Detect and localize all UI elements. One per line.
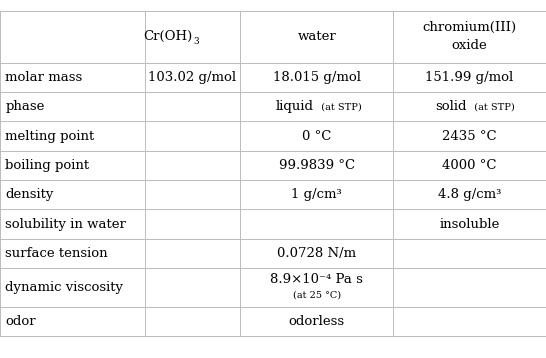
Text: melting point: melting point (5, 130, 94, 142)
Text: 99.9839 °C: 99.9839 °C (278, 159, 355, 172)
Text: 18.015 g/mol: 18.015 g/mol (272, 71, 361, 84)
Text: 4000 °C: 4000 °C (442, 159, 497, 172)
Text: (at STP): (at STP) (315, 102, 362, 111)
Text: surface tension: surface tension (5, 247, 108, 260)
Text: molar mass: molar mass (5, 71, 82, 84)
Text: odorless: odorless (289, 315, 345, 328)
Text: solid: solid (435, 100, 467, 113)
Text: insoluble: insoluble (440, 218, 500, 231)
Text: solubility in water: solubility in water (5, 218, 126, 231)
Text: odor: odor (5, 315, 36, 328)
Text: 1 g/cm³: 1 g/cm³ (292, 188, 342, 201)
Text: (at 25 °C): (at 25 °C) (293, 291, 341, 300)
Text: 3: 3 (193, 37, 199, 46)
Text: (at STP): (at STP) (468, 102, 515, 111)
Text: 2435 °C: 2435 °C (442, 130, 497, 142)
Text: water: water (298, 30, 336, 43)
Text: boiling point: boiling point (5, 159, 90, 172)
Text: phase: phase (5, 100, 45, 113)
Text: density: density (5, 188, 54, 201)
Text: Cr(OH): Cr(OH) (143, 30, 193, 43)
Text: 151.99 g/mol: 151.99 g/mol (425, 71, 514, 84)
Text: liquid: liquid (276, 100, 314, 113)
Text: 8.9×10⁻⁴ Pa s: 8.9×10⁻⁴ Pa s (270, 273, 363, 286)
Text: dynamic viscosity: dynamic viscosity (5, 281, 123, 294)
Text: chromium(III)
oxide: chromium(III) oxide (423, 21, 517, 52)
Text: 4.8 g/cm³: 4.8 g/cm³ (438, 188, 501, 201)
Text: 103.02 g/mol: 103.02 g/mol (149, 71, 236, 84)
Text: 0 °C: 0 °C (302, 130, 331, 142)
Text: 0.0728 N/m: 0.0728 N/m (277, 247, 356, 260)
